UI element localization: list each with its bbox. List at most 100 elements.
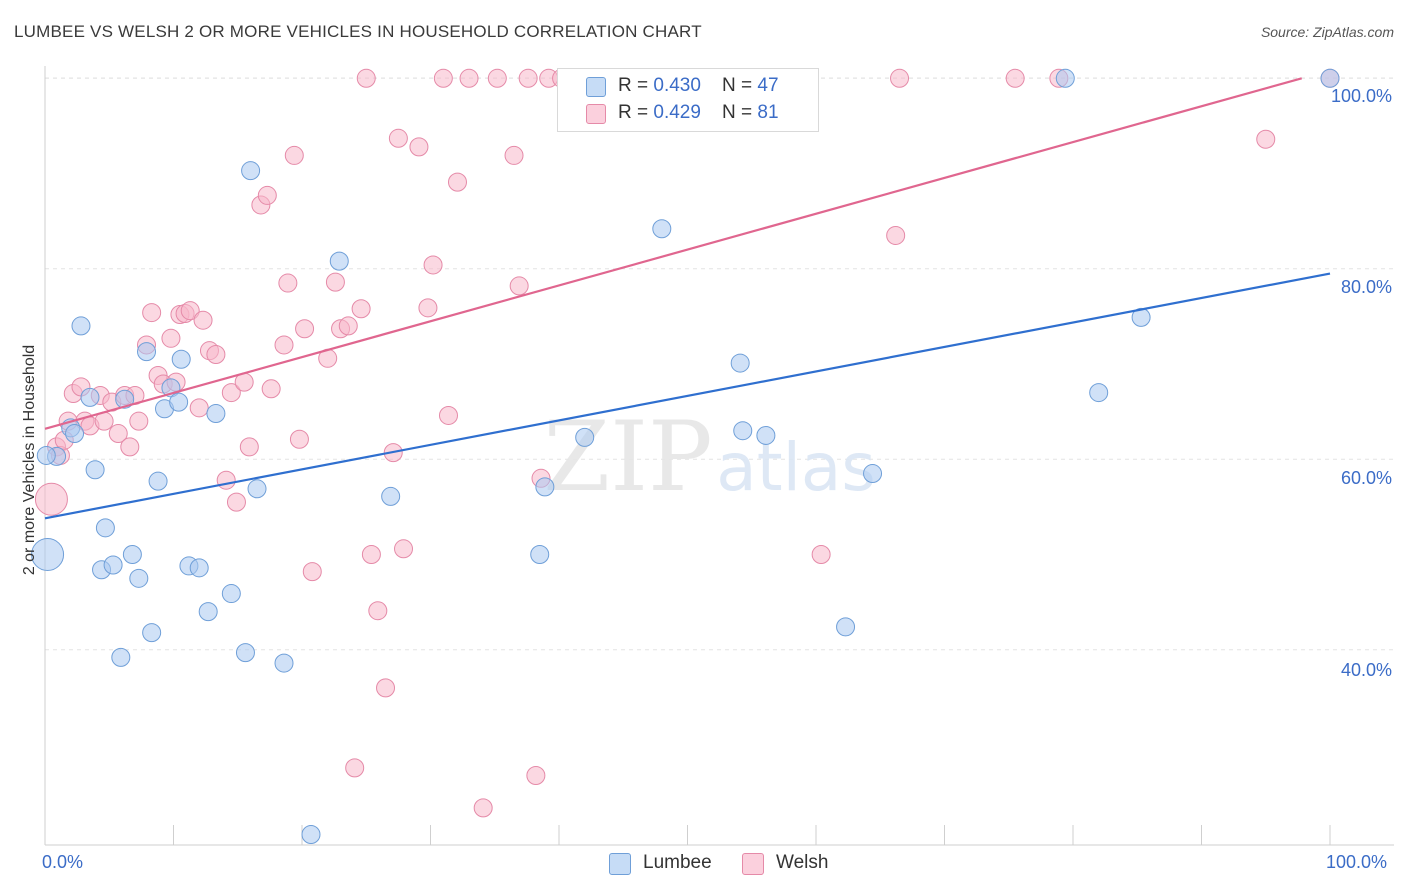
lumbee-point-27 [241, 161, 261, 181]
lumbee-swatch-icon [586, 77, 606, 97]
welsh-point-37 [261, 379, 281, 399]
lumbee-points [31, 68, 1340, 845]
welsh-point-64 [504, 145, 524, 165]
welsh-point-42 [295, 319, 315, 339]
welsh-point-57 [409, 137, 429, 157]
lumbee-point-28 [247, 479, 267, 499]
welsh-n-value: 81 [757, 102, 779, 123]
lumbee-point-33 [530, 545, 550, 565]
lumbee-point-40 [836, 617, 856, 637]
welsh-point-40 [284, 145, 304, 165]
lumbee-legend-label: Lumbee [643, 852, 712, 873]
lumbee-point-39 [756, 425, 776, 445]
correlation-legend: R = 0.430 N = 47 R = 0.429 N = 81 [557, 68, 819, 132]
lumbee-point-12 [122, 545, 142, 565]
welsh-trend-line [44, 77, 1303, 430]
trend-lines [44, 77, 1331, 520]
lumbee-point-42 [1055, 68, 1075, 88]
lumbee-point-30 [301, 825, 321, 845]
lumbee-point-3 [65, 424, 85, 444]
watermark: ZIP atlas [543, 401, 875, 513]
welsh-point-67 [526, 765, 546, 785]
welsh-point-65 [509, 276, 529, 296]
lumbee-point-0 [31, 538, 65, 572]
welsh-point-73 [886, 225, 906, 245]
lumbee-point-26 [235, 643, 255, 663]
lumbee-point-41 [863, 464, 883, 484]
y-tick-label-100: 100.0% [1330, 86, 1392, 106]
lumbee-point-20 [171, 349, 191, 369]
y-axis-label: 2 or more Vehicles in Household [21, 344, 38, 576]
chart-title: LUMBEE VS WELSH 2 OR MORE VEHICLES IN HO… [14, 22, 702, 41]
legend-r-label: R = [618, 102, 654, 123]
welsh-point-47 [338, 316, 358, 336]
welsh-point-41 [289, 429, 309, 449]
welsh-point-21 [161, 328, 181, 348]
lumbee-point-11 [115, 389, 135, 409]
x-tick-label-0: 0.0% [42, 852, 84, 872]
watermark-zip: ZIP [543, 401, 712, 513]
lumbee-point-16 [148, 471, 168, 491]
welsh-point-50 [356, 68, 376, 88]
welsh-point-32 [226, 492, 246, 512]
welsh-point-29 [206, 344, 226, 364]
welsh-point-56 [394, 539, 414, 559]
y-tick-label-80: 80.0% [1340, 277, 1392, 297]
legend-n-label: N = [722, 75, 758, 96]
welsh-point-63 [487, 68, 507, 88]
lumbee-point-46 [36, 445, 56, 465]
welsh-point-58 [418, 298, 438, 318]
welsh-point-25 [180, 301, 200, 321]
welsh-point-36 [257, 185, 277, 205]
lumbee-point-5 [80, 387, 100, 407]
welsh-point-27 [193, 310, 213, 330]
welsh-point-75 [1005, 68, 1025, 88]
welsh-point-72 [811, 545, 831, 565]
lumbee-n-value: 47 [757, 75, 779, 96]
welsh-point-48 [345, 758, 365, 778]
welsh-point-77 [1256, 129, 1276, 149]
lumbee-legend-swatch-icon [609, 853, 631, 875]
lumbee-trend-line [44, 272, 1331, 520]
lumbee-point-19 [169, 392, 189, 412]
legend-n-label: N = [722, 102, 758, 123]
welsh-point-79 [433, 68, 453, 88]
welsh-point-39 [278, 273, 298, 293]
lumbee-point-36 [652, 219, 672, 239]
legend-r-label: R = [618, 75, 654, 96]
welsh-point-34 [239, 437, 259, 457]
y-tick-label-60: 60.0% [1340, 468, 1392, 488]
welsh-point-18 [142, 303, 162, 323]
lumbee-point-13 [129, 568, 149, 588]
lumbee-point-34 [535, 477, 555, 497]
welsh-point-0 [34, 482, 68, 516]
lumbee-r-value: 0.430 [653, 75, 701, 96]
welsh-point-45 [325, 272, 345, 292]
welsh-point-80 [459, 68, 479, 88]
lumbee-point-38 [733, 421, 753, 441]
lumbee-point-23 [198, 602, 218, 622]
welsh-point-49 [351, 299, 371, 319]
lumbee-point-14 [137, 342, 157, 362]
lumbee-point-10 [111, 647, 131, 667]
lumbee-point-29 [274, 653, 294, 673]
lumbee-point-4 [71, 316, 91, 336]
welsh-points [34, 68, 1340, 818]
welsh-point-74 [890, 68, 910, 88]
welsh-r-value: 0.429 [653, 102, 701, 123]
welsh-point-14 [120, 437, 140, 457]
welsh-point-51 [361, 545, 381, 565]
lumbee-point-22 [189, 558, 209, 578]
welsh-legend-label: Welsh [776, 852, 829, 873]
lumbee-point-24 [206, 404, 226, 424]
welsh-point-30 [216, 470, 236, 490]
lumbee-point-35 [575, 427, 595, 447]
lumbee-point-25 [221, 584, 241, 604]
welsh-point-31 [221, 383, 241, 403]
lumbee-point-32 [381, 486, 401, 506]
lumbee-point-8 [95, 518, 115, 538]
x-tick-label-100: 100.0% [1326, 852, 1388, 872]
lumbee-point-43 [1089, 383, 1109, 403]
source-credit: Source: ZipAtlas.com [1260, 24, 1394, 40]
